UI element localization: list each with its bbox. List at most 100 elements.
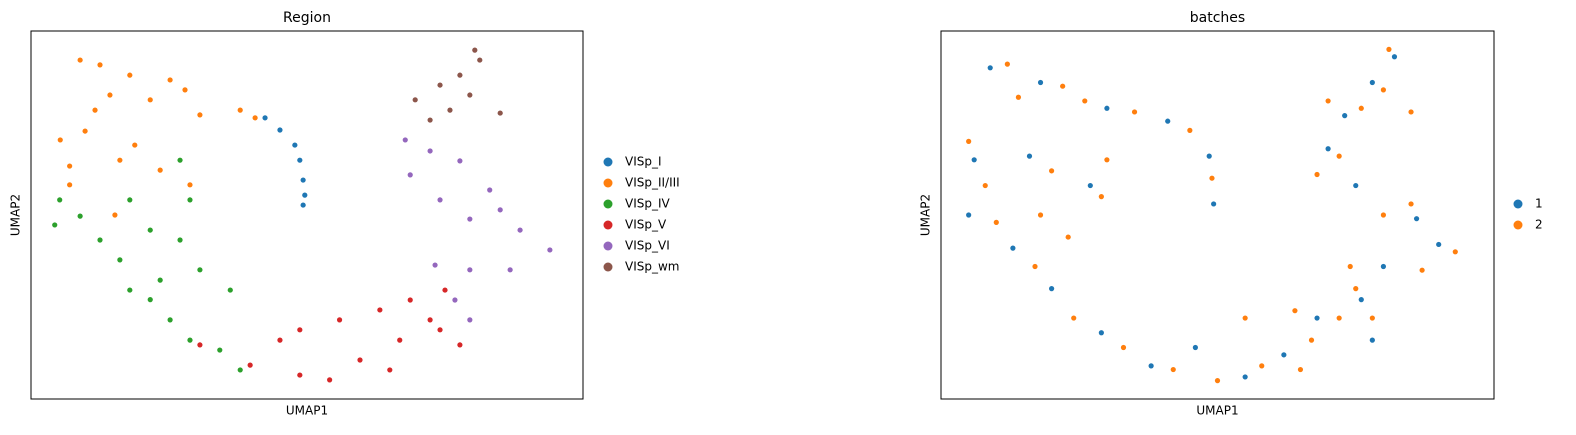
point [1165, 118, 1171, 124]
point [1325, 98, 1331, 104]
y-axis-label: UMAP2 [9, 194, 23, 236]
point [1037, 212, 1044, 218]
point [227, 287, 233, 293]
legend-label: VISp_IV [625, 197, 671, 211]
point [507, 267, 513, 273]
point [117, 257, 123, 263]
point [1104, 105, 1110, 111]
point [1170, 366, 1176, 373]
point [1281, 352, 1287, 358]
point [427, 148, 433, 154]
point [1408, 201, 1414, 207]
plot-area [52, 47, 553, 383]
point [467, 267, 473, 273]
point [407, 297, 413, 303]
point [1292, 308, 1298, 314]
legend-label: 2 [1535, 218, 1543, 232]
point [187, 182, 193, 188]
legend-label: VISp_II/III [625, 176, 680, 190]
point [92, 107, 98, 113]
point [1148, 363, 1154, 369]
point [1242, 315, 1248, 321]
point [302, 192, 308, 198]
point [177, 157, 183, 163]
chart-title: Region [283, 10, 331, 26]
point [157, 167, 163, 173]
point [467, 317, 473, 323]
point [487, 187, 493, 193]
point [1098, 194, 1104, 200]
legend-marker [603, 178, 613, 188]
point [437, 82, 443, 88]
x-axis-label: UMAP1 [1196, 404, 1238, 418]
point [1413, 216, 1420, 222]
point [187, 337, 193, 343]
point [1120, 344, 1127, 351]
point [407, 172, 413, 178]
point [52, 222, 58, 228]
point [217, 347, 223, 353]
point [1369, 79, 1375, 86]
point [127, 197, 133, 203]
point [1380, 212, 1386, 218]
point [517, 227, 523, 233]
point [457, 342, 463, 348]
point [262, 115, 268, 121]
axes-frame [940, 30, 1495, 400]
point [97, 237, 103, 243]
legend-marker [603, 220, 613, 230]
point [397, 337, 403, 343]
point [447, 107, 453, 113]
point [1104, 157, 1110, 163]
point [1214, 378, 1221, 384]
point [177, 237, 183, 243]
point [336, 317, 343, 323]
axes-frame [30, 30, 584, 400]
point [297, 372, 303, 378]
point [1060, 83, 1066, 89]
point [477, 57, 483, 63]
point [1353, 182, 1359, 189]
point [1098, 330, 1104, 336]
point [442, 287, 448, 293]
point [432, 262, 438, 268]
point [197, 342, 203, 348]
point [1071, 315, 1077, 321]
point [97, 62, 103, 68]
point [1314, 171, 1320, 178]
legend-marker [603, 262, 613, 272]
point [1391, 54, 1398, 60]
legend-marker [603, 157, 613, 167]
point [127, 287, 133, 293]
point [971, 157, 977, 163]
point [107, 92, 113, 98]
point [182, 87, 188, 93]
point [457, 158, 463, 164]
point [1386, 46, 1392, 53]
point [1026, 153, 1033, 159]
point [67, 182, 73, 188]
point [147, 97, 153, 103]
point [1004, 61, 1010, 67]
point [117, 157, 123, 163]
point [167, 317, 173, 323]
point [1187, 127, 1193, 133]
point [327, 377, 333, 383]
plot-area [966, 46, 1458, 384]
point [77, 57, 83, 63]
point [1015, 94, 1022, 100]
point [1082, 98, 1088, 104]
point [132, 142, 138, 148]
point [297, 157, 303, 163]
point [1192, 344, 1198, 351]
point [300, 177, 306, 183]
point [377, 307, 383, 313]
point [1347, 263, 1353, 270]
point [1049, 168, 1055, 174]
point [1032, 263, 1038, 270]
point [1308, 337, 1315, 343]
x-axis-label: UMAP1 [286, 404, 328, 418]
point [1369, 315, 1375, 321]
point [300, 202, 306, 208]
